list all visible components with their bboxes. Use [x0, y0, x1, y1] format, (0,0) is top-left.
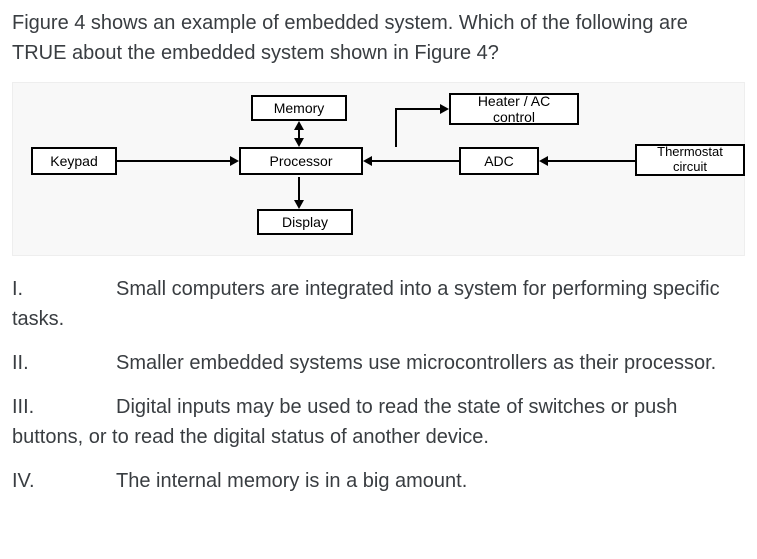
- option-number: IV.: [12, 466, 116, 496]
- node-display: Display: [257, 209, 353, 235]
- edge-processor-heater-v: [395, 108, 397, 147]
- node-label: Memory: [274, 100, 325, 116]
- edge-adc-processor: [371, 160, 459, 162]
- option-text: Small computers are integrated into a sy…: [12, 278, 720, 330]
- edge-thermostat-adc: [547, 160, 635, 162]
- arrowhead-icon: [294, 138, 304, 147]
- option-number: III.: [12, 392, 116, 422]
- node-adc: ADC: [459, 147, 539, 175]
- node-thermostat: Thermostat circuit: [635, 144, 745, 176]
- arrowhead-icon: [363, 156, 372, 166]
- edge-processor-heater-h: [395, 108, 441, 110]
- node-heater-ac: Heater / AC control: [449, 93, 579, 125]
- node-label: Keypad: [50, 153, 97, 169]
- node-label: Heater / AC control: [478, 93, 550, 125]
- arrowhead-icon: [230, 156, 239, 166]
- answer-options: I.Small computers are integrated into a …: [12, 274, 745, 496]
- arrowhead-icon: [539, 156, 548, 166]
- option-iv: IV.The internal memory is in a big amoun…: [12, 466, 745, 496]
- node-processor: Processor: [239, 147, 363, 175]
- edge-keypad-processor: [117, 160, 231, 162]
- option-text: Smaller embedded systems use microcontro…: [116, 352, 716, 374]
- option-ii: II.Smaller embedded systems use microcon…: [12, 348, 745, 378]
- question-text: Figure 4 shows an example of embedded sy…: [12, 8, 745, 68]
- option-iii: III.Digital inputs may be used to read t…: [12, 392, 745, 452]
- option-text: The internal memory is in a big amount.: [116, 470, 467, 492]
- arrowhead-icon: [440, 104, 449, 114]
- node-label: Thermostat circuit: [657, 145, 723, 175]
- arrowhead-icon: [294, 200, 304, 209]
- embedded-system-diagram: Keypad Memory Processor Display Heater /…: [19, 89, 729, 249]
- option-i: I.Small computers are integrated into a …: [12, 274, 745, 334]
- node-label: ADC: [484, 153, 514, 169]
- node-memory: Memory: [251, 95, 347, 121]
- option-number: II.: [12, 348, 116, 378]
- figure-4: Keypad Memory Processor Display Heater /…: [12, 82, 745, 256]
- node-label: Display: [282, 214, 328, 230]
- node-label: Processor: [269, 153, 332, 169]
- arrowhead-icon: [294, 121, 304, 130]
- node-keypad: Keypad: [31, 147, 117, 175]
- option-number: I.: [12, 274, 116, 304]
